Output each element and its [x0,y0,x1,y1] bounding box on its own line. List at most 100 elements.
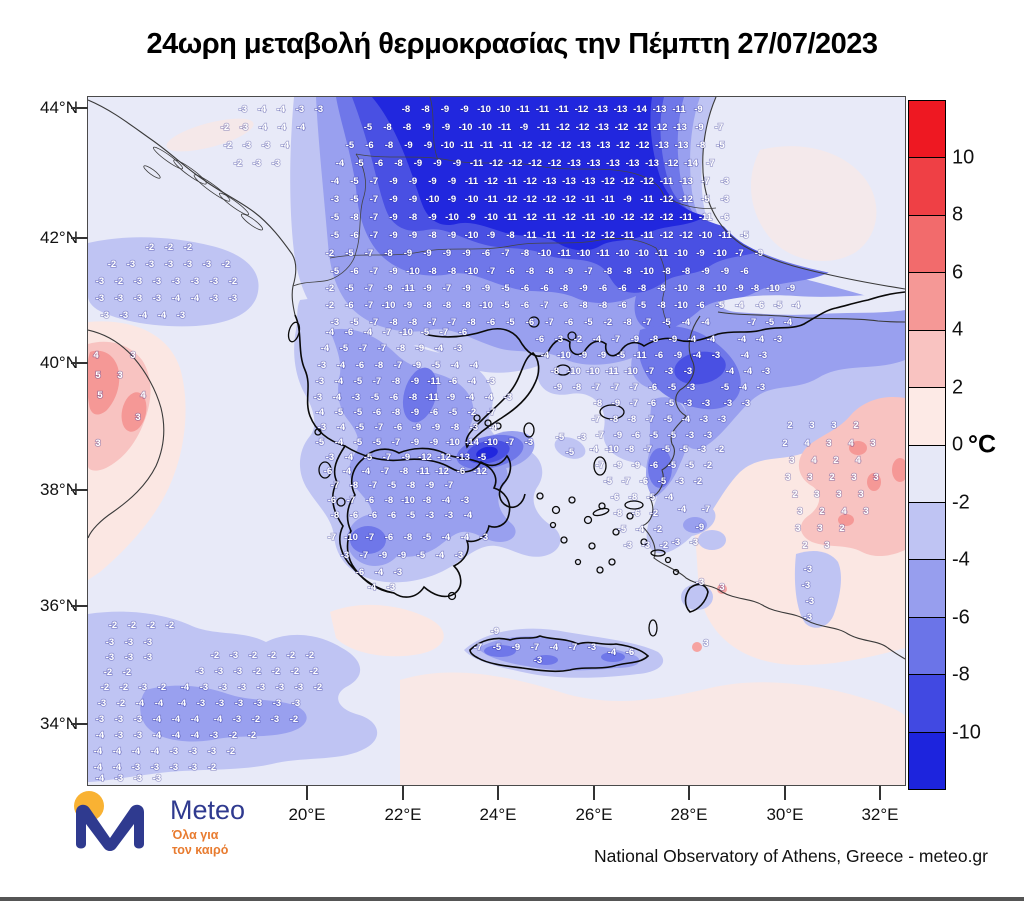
temp-change-value: -8 [407,480,415,491]
temp-change-value: -8 [610,414,618,425]
temp-change-value: -7 [383,452,391,463]
temp-change-value: -9 [696,522,704,533]
temp-change-value: -4 [113,746,122,757]
temp-change-value: -9 [398,550,406,561]
temp-change-value: -8 [451,422,459,433]
temp-change-value: -12 [616,140,630,151]
colorbar-tick-label: -10 [952,721,981,743]
temp-change-value: -7 [365,283,373,294]
temp-change-value: -9 [404,140,412,151]
temp-change-value: -10 [616,248,630,259]
temp-change-value: -3 [759,350,767,361]
temp-change-value: -3 [151,762,159,773]
temp-change-value: -4 [337,422,346,433]
lat-axis-tick [71,362,88,364]
temp-change-value: -5 [364,122,373,133]
temp-change-value: -4 [172,730,181,741]
temp-change-value: 4 [140,390,146,401]
temp-change-value: -3 [233,714,241,725]
attribution: National Observatory of Athens, Greece -… [594,846,988,866]
temp-change-value: 3 [824,540,829,551]
temp-change-value: -9 [442,122,450,133]
temp-change-value: -2 [252,714,260,725]
temp-change-value: -13 [679,176,693,187]
temp-change-value: -4 [701,317,710,328]
temp-change-value: -4 [172,714,181,725]
temp-change-value: -4 [442,532,451,543]
temp-change-value: -7 [501,248,509,259]
temp-change-value: -6 [648,398,656,409]
temp-change-value: -3 [721,176,729,187]
temp-change-value: -10 [674,283,688,294]
temp-change-value: -5 [478,452,487,463]
temp-change-value: -7 [392,437,400,448]
lon-axis-tick [497,786,499,800]
temp-change-value: -4 [191,293,200,304]
temp-change-value: -8 [629,492,637,503]
temp-change-value: -10 [674,248,688,259]
temp-change-value: -3 [210,730,218,741]
temp-change-value: -3 [146,259,154,270]
temp-change-value: 3 [789,455,794,466]
temp-change-value: 3 [858,489,863,500]
lat-axis-tick [71,723,88,725]
temp-change-value: -10 [567,366,581,377]
lon-axis-label: 24°E [479,805,517,824]
temp-change-value: -6 [394,422,402,433]
temp-change-value: -3 [153,293,161,304]
temp-change-value: 3 [135,412,140,423]
temp-change-value: -4 [336,158,345,169]
temp-change-value: -4 [191,714,200,725]
temp-change-value: -4 [277,104,286,115]
temp-change-value: -2 [314,682,322,693]
temp-change-value: -9 [614,430,622,441]
temp-change-value: -6 [565,317,573,328]
temp-change-value: -7 [735,248,743,259]
temp-change-value: -12 [582,230,596,241]
temp-change-value: -10 [401,495,415,506]
temp-change-value: -5 [356,422,365,433]
temp-change-value: -3 [120,310,128,321]
temp-change-value: -6 [324,466,332,477]
temp-change-value: -13 [582,176,596,187]
temp-change-value: -3 [165,259,173,270]
temp-change-value: -3 [125,637,133,648]
temp-change-value: -3 [240,122,248,133]
temp-change-value: -11 [536,104,550,115]
temp-change-value: -6 [632,508,640,519]
temp-change-value: -3 [115,730,123,741]
temp-change-value: -8 [350,212,358,223]
temp-change-value: -7 [365,248,373,259]
temp-change-value: -5 [388,480,397,491]
temp-change-value: -9 [402,452,410,463]
temp-change-value: -2 [574,334,582,345]
temp-change-value: -3 [276,682,284,693]
temp-change-value: -8 [423,300,431,311]
temp-change-value: -8 [521,248,529,259]
temp-change-value: -7 [428,317,436,328]
temp-change-value: -2 [604,317,612,328]
temp-change-value: -2 [115,276,123,287]
temp-change-value: -2 [229,276,237,287]
temp-change-value: -7 [702,504,710,515]
temp-change-value: -3 [134,276,142,287]
temp-change-value: -11 [498,122,512,133]
temp-change-value: -8 [384,248,392,259]
colorbar-segment [909,445,945,503]
temp-change-value: -3 [271,714,279,725]
temp-change-value: -4 [678,504,687,515]
temp-change-value: -4 [321,343,330,354]
temp-change-value: -10 [713,248,727,259]
temp-change-value: -3 [106,652,114,663]
temp-change-value: -12 [558,140,572,151]
temp-change-value: -4 [335,437,344,448]
temp-change-value: -7 [359,343,367,354]
temp-change-value: -7 [646,414,654,425]
temp-change-value: -2 [184,242,192,253]
temp-change-value: -2 [224,140,232,151]
temp-change-value: -3 [314,392,322,403]
temp-change-value: -12 [679,194,693,205]
temp-change-value: -6 [506,266,514,277]
temp-change-value: -7 [375,422,383,433]
temp-change-value: -10 [557,350,571,361]
